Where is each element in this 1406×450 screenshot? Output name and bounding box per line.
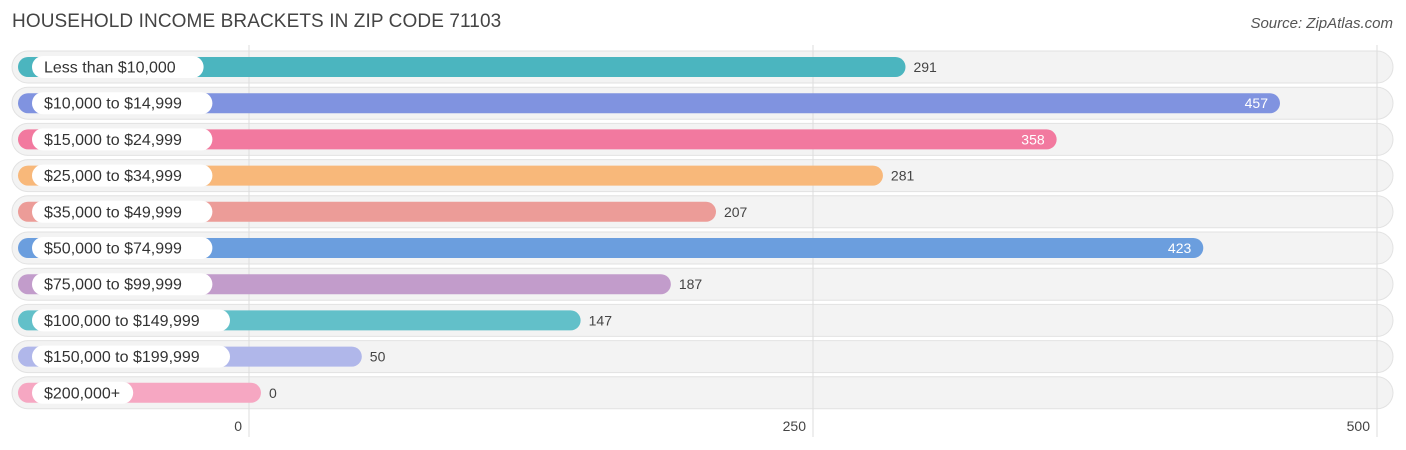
x-tick-label: 500 [1347, 418, 1371, 434]
category-label-pill [32, 92, 213, 115]
category-label: $200,000+ [44, 385, 120, 402]
bar [18, 238, 1204, 258]
value-label: 187 [679, 276, 703, 292]
x-tick-label: 250 [783, 418, 807, 434]
value-label: 147 [589, 312, 613, 328]
category-label-pill [32, 128, 213, 151]
category-label: $100,000 to $149,999 [44, 313, 200, 330]
bar [18, 93, 1280, 114]
value-label: 0 [269, 385, 277, 401]
category-label-pill [32, 309, 230, 332]
category-label-pill [32, 381, 134, 404]
category-label: Less than $10,000 [44, 60, 176, 77]
bar [18, 57, 906, 77]
x-tick-label: 0 [234, 418, 242, 434]
category-label-pill [32, 345, 230, 368]
category-label: $50,000 to $74,999 [44, 241, 182, 258]
bars: Less than $10,000 291 $10,000 to $14,999 45… [18, 56, 1280, 404]
value-label: 207 [724, 204, 748, 220]
bar [18, 129, 1057, 150]
category-label: $75,000 to $99,999 [44, 277, 182, 294]
category-label: $35,000 to $49,999 [44, 204, 182, 221]
category-label-pill [32, 56, 204, 78]
chart-title: HOUSEHOLD INCOME BRACKETS IN ZIP CODE 71… [12, 11, 502, 32]
category-label-pill [32, 273, 213, 296]
value-label: 358 [1021, 131, 1045, 147]
bar [18, 165, 883, 186]
category-label: $10,000 to $14,999 [44, 96, 182, 113]
category-label-pill [32, 237, 213, 259]
category-label: $15,000 to $24,999 [44, 132, 182, 149]
value-label: 457 [1245, 95, 1269, 111]
source-credit: Source: ZipAtlas.com [1250, 15, 1393, 32]
category-label-pill [32, 200, 213, 223]
value-label: 291 [913, 59, 937, 75]
category-label: $150,000 to $199,999 [44, 349, 200, 366]
value-label: 281 [891, 168, 915, 184]
category-label: $25,000 to $34,999 [44, 168, 182, 185]
row-background [11, 376, 1394, 410]
value-label: 50 [370, 349, 386, 365]
category-label-pill [32, 164, 213, 187]
value-label: 423 [1168, 240, 1192, 256]
